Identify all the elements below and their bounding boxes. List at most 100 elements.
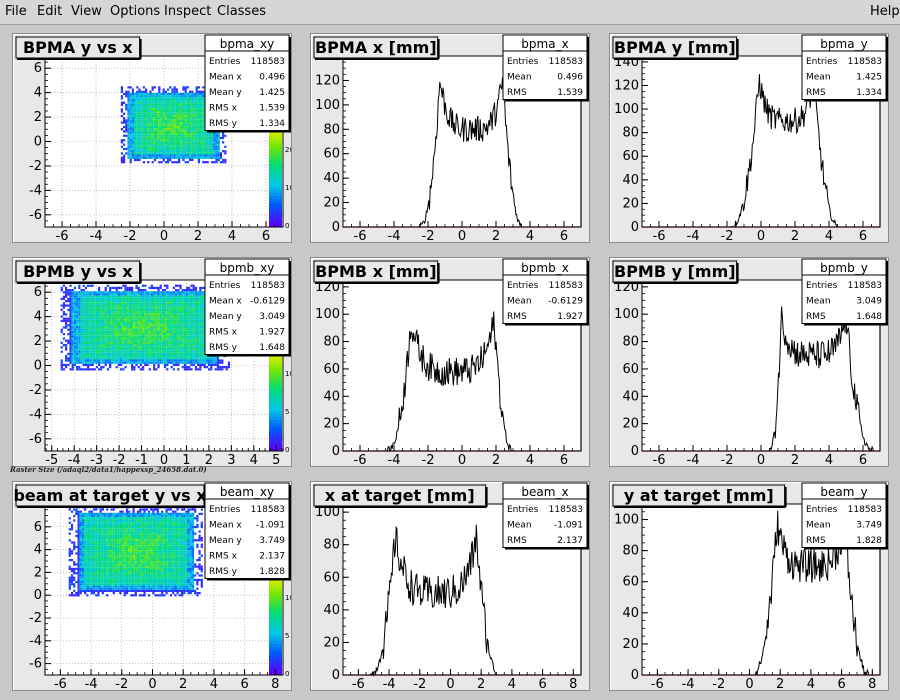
density-cell bbox=[201, 317, 204, 320]
pad-bpmb_x[interactable]: -6 -4 -2 0 2 4 6 0 20 40 60 80 100 120 BPMB x [mm] bpmb… bbox=[310, 257, 590, 467]
menu-inspect[interactable]: Inspect bbox=[164, 4, 212, 19]
menu-edit[interactable]: Edit bbox=[37, 4, 63, 19]
density-cell bbox=[153, 352, 156, 356]
density-cell bbox=[160, 112, 163, 115]
density-cell bbox=[183, 352, 187, 356]
density-cell bbox=[178, 125, 181, 129]
y-tick-label: -4 bbox=[29, 183, 42, 198]
density-cell bbox=[167, 112, 170, 115]
density-cell bbox=[124, 295, 127, 298]
density-cell bbox=[182, 143, 185, 146]
density-cell bbox=[182, 121, 185, 124]
density-cell bbox=[76, 306, 79, 309]
density-cell bbox=[183, 324, 187, 327]
density-cell bbox=[113, 319, 116, 323]
density-cell bbox=[175, 322, 178, 325]
density-cell bbox=[82, 289, 85, 292]
density-cell bbox=[124, 291, 127, 294]
stats-box bbox=[801, 34, 887, 100]
density-cell bbox=[181, 291, 184, 294]
pad-bpma_y[interactable]: -6 -4 -2 0 2 4 6 0 20 40 60 80 100 120 140 BPMA y [mm] b… bbox=[609, 33, 889, 243]
density-cell bbox=[161, 295, 165, 298]
menu-view[interactable]: View bbox=[71, 4, 102, 19]
density-cell bbox=[102, 346, 105, 349]
density-cell bbox=[95, 313, 99, 316]
density-cell bbox=[102, 297, 105, 301]
density-cell bbox=[175, 352, 178, 356]
density-cell bbox=[140, 154, 143, 157]
density-cell bbox=[100, 361, 103, 364]
density-cell bbox=[128, 344, 132, 347]
menu-classes[interactable]: Classes bbox=[217, 4, 266, 19]
density-cell bbox=[168, 341, 171, 345]
density-cell bbox=[173, 154, 176, 157]
density-cell bbox=[200, 147, 203, 151]
density-cell bbox=[190, 291, 193, 294]
density-cell bbox=[193, 156, 196, 159]
density-cell bbox=[75, 530, 78, 533]
density-cell bbox=[95, 348, 99, 351]
density-cell bbox=[77, 567, 80, 570]
density-cell bbox=[208, 359, 211, 362]
menu-file[interactable]: File bbox=[5, 4, 27, 19]
density-cell bbox=[80, 291, 83, 294]
density-cell bbox=[167, 147, 170, 151]
density-cell bbox=[82, 315, 85, 318]
density-cell bbox=[131, 101, 134, 104]
y-tick-label: 40 bbox=[323, 389, 340, 404]
density-cell bbox=[115, 366, 118, 369]
density-cell bbox=[164, 304, 167, 307]
density-cell bbox=[122, 335, 125, 338]
density-cell bbox=[62, 304, 66, 307]
density-cell bbox=[199, 313, 202, 316]
density-cell bbox=[84, 361, 88, 364]
density-cell bbox=[161, 313, 165, 316]
density-cell bbox=[177, 359, 180, 362]
density-cell bbox=[68, 567, 71, 570]
menu-help[interactable]: Help bbox=[870, 4, 900, 19]
density-cell bbox=[158, 103, 161, 107]
density-cell bbox=[84, 346, 88, 349]
density-cell bbox=[76, 368, 79, 371]
density-cell bbox=[87, 322, 90, 325]
y-tick-label: 0 bbox=[34, 359, 42, 374]
density-cell bbox=[144, 352, 147, 356]
menu-options[interactable]: Options bbox=[110, 4, 161, 19]
density-cell bbox=[67, 352, 70, 356]
density-cell bbox=[199, 297, 202, 301]
density-cell bbox=[122, 348, 125, 351]
density-cell bbox=[166, 355, 169, 358]
density-cell bbox=[140, 150, 143, 153]
density-cell bbox=[158, 136, 161, 140]
density-cell bbox=[127, 90, 130, 93]
density-cell bbox=[117, 348, 121, 351]
density-cell bbox=[149, 125, 152, 129]
density-cell bbox=[80, 339, 83, 342]
density-cell bbox=[69, 333, 72, 336]
density-cell bbox=[162, 147, 165, 151]
density-cell bbox=[71, 297, 74, 301]
pad-bpmb_y[interactable]: -6 -4 -2 0 2 4 6 0 20 40 60 80 100 120 BPMB y [mm] bpmb… bbox=[609, 257, 889, 467]
density-cell bbox=[153, 112, 156, 115]
density-cell bbox=[133, 293, 136, 296]
density-cell bbox=[181, 333, 184, 336]
pad-bpma_x[interactable]: -6 -4 -2 0 2 4 6 0 20 40 60 80 100 120 BPMA x [mm] bpma… bbox=[310, 33, 590, 243]
density-cell bbox=[195, 136, 198, 140]
density-cell bbox=[180, 136, 183, 140]
density-cell bbox=[70, 526, 74, 529]
density-cell bbox=[183, 326, 187, 329]
density-cell bbox=[117, 350, 121, 353]
density-cell bbox=[142, 101, 145, 104]
density-cell bbox=[117, 344, 121, 347]
density-cell bbox=[106, 339, 110, 342]
density-cell bbox=[157, 302, 160, 305]
density-cell bbox=[173, 99, 176, 102]
density-cell bbox=[210, 359, 213, 362]
density-cell bbox=[95, 366, 99, 369]
density-cell bbox=[186, 361, 189, 364]
density-cell bbox=[67, 328, 70, 331]
